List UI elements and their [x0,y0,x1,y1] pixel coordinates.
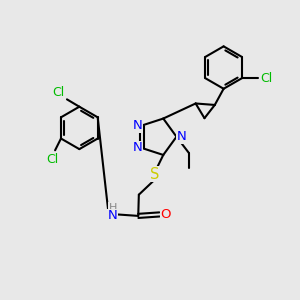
Text: N: N [108,209,118,222]
Text: N: N [132,142,142,154]
Text: N: N [132,119,142,132]
Text: Cl: Cl [46,153,58,166]
Text: Cl: Cl [52,86,65,99]
Text: Cl: Cl [260,72,272,85]
Text: N: N [176,130,186,143]
Text: O: O [161,208,171,221]
Text: S: S [150,167,160,182]
Text: H: H [108,203,117,213]
